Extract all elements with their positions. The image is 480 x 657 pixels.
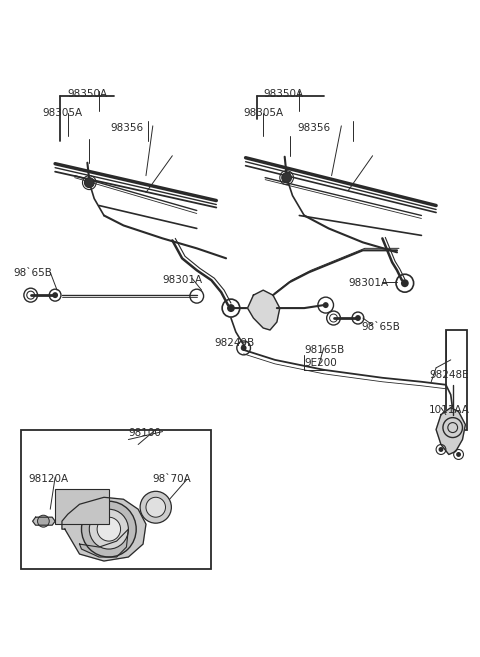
Text: 9E200: 9E200 [304,358,337,368]
Polygon shape [80,529,128,557]
Text: 98`65B: 98`65B [361,322,400,332]
Circle shape [37,515,49,527]
Text: 98350A: 98350A [68,89,108,99]
Circle shape [227,304,235,312]
Circle shape [97,517,120,541]
Circle shape [89,509,128,549]
Text: 98248E: 98248E [429,370,469,380]
Circle shape [84,177,94,188]
Polygon shape [436,407,466,455]
Circle shape [52,292,58,298]
Polygon shape [33,517,55,525]
Bar [21,430,211,569]
Text: 98301A: 98301A [348,278,388,288]
Circle shape [323,302,329,308]
Circle shape [439,447,444,452]
Circle shape [401,279,409,287]
Text: 98`70A: 98`70A [153,474,192,484]
Bar [446,330,468,430]
Circle shape [82,501,136,557]
Text: 98249B: 98249B [215,338,254,348]
Circle shape [140,491,171,523]
Text: 98301A: 98301A [163,275,203,285]
Circle shape [146,497,166,517]
Text: 98305A: 98305A [244,108,284,118]
Circle shape [282,173,291,183]
Text: 98100: 98100 [128,428,161,438]
Circle shape [241,345,247,351]
Text: 1011AA: 1011AA [429,405,470,415]
Circle shape [355,315,361,321]
Text: 98`65B: 98`65B [13,268,52,279]
Text: 98165B: 98165B [304,345,345,355]
Text: 98120A: 98120A [29,474,69,484]
Text: 98305A: 98305A [42,108,83,118]
Text: 98356: 98356 [111,123,144,133]
Circle shape [456,452,461,457]
Bar [55,489,109,524]
Polygon shape [248,290,280,330]
Polygon shape [62,497,146,561]
Text: 98350A: 98350A [263,89,303,99]
Text: 98356: 98356 [298,123,331,133]
